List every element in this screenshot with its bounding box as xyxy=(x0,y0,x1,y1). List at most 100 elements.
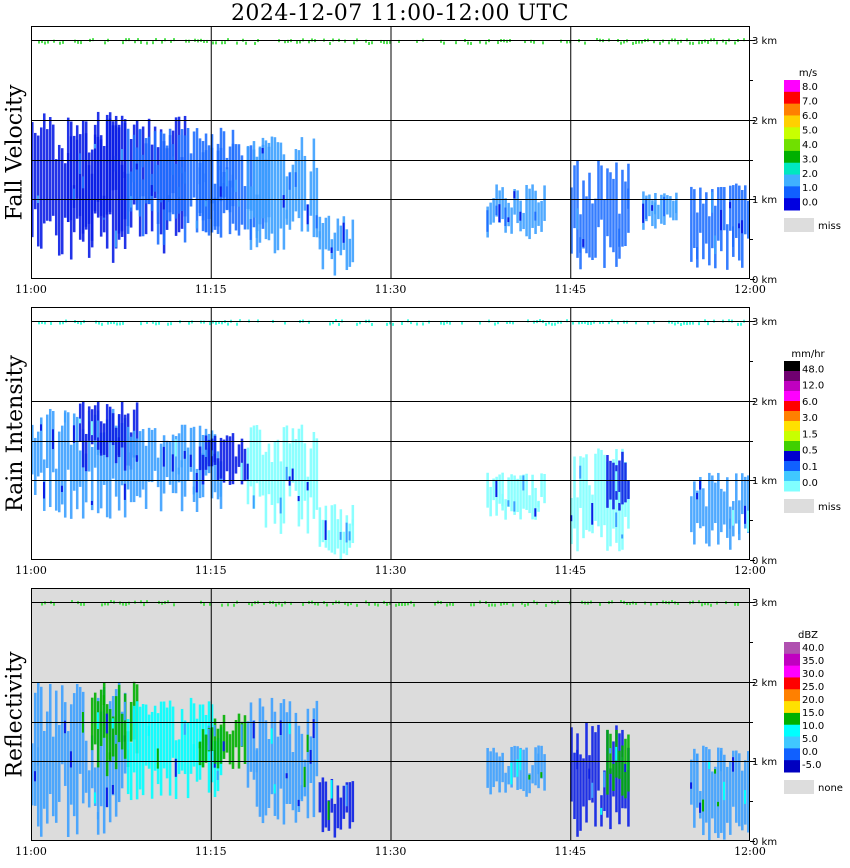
echo-pixel xyxy=(201,454,205,485)
echo-pixel xyxy=(531,765,534,784)
echo-pixel xyxy=(288,172,291,190)
echo-pixel xyxy=(693,481,696,545)
echo-pixel xyxy=(96,136,100,218)
echo-pixel xyxy=(63,410,67,518)
echo-pixel xyxy=(297,428,301,527)
echo-pixel xyxy=(576,497,579,552)
echo-pixel xyxy=(291,428,295,483)
echo-pixel xyxy=(282,195,285,208)
echo-pixel xyxy=(594,453,597,521)
echo-pixel xyxy=(177,134,181,214)
echo-pixel xyxy=(504,772,507,793)
echo-pixel xyxy=(531,474,534,520)
speckle xyxy=(485,41,487,45)
echo-pixel xyxy=(33,132,37,210)
echo-pixel xyxy=(156,748,159,769)
echo-pixel xyxy=(690,759,693,805)
echo-pixel xyxy=(285,466,288,481)
echo-pixel xyxy=(273,784,276,794)
speckle xyxy=(698,322,700,326)
colorbar-swatch xyxy=(784,748,800,761)
echo-pixel xyxy=(651,205,654,211)
speckle xyxy=(398,602,400,606)
speckle xyxy=(500,602,502,606)
plot-area: 3 km 2 km 1 km 0 km 11:00 11:15 11:30 11:45 12:0… xyxy=(15,588,777,858)
echo-cell xyxy=(690,745,750,841)
echo-pixel xyxy=(579,456,582,508)
speckle xyxy=(77,40,79,44)
echo-pixel xyxy=(54,159,58,236)
colorbar-label: 0.1 xyxy=(802,462,818,473)
echo-pixel xyxy=(63,720,66,734)
speckle xyxy=(584,601,586,605)
echo-pixel xyxy=(732,750,735,807)
speckle xyxy=(404,602,406,606)
echo-pixel xyxy=(300,424,304,520)
echo-pixel xyxy=(252,425,256,509)
colorbar-miss-label: miss xyxy=(818,221,841,232)
speckle xyxy=(329,322,331,326)
speckle xyxy=(185,39,187,43)
echo-pixel xyxy=(111,784,114,795)
echo-pixel xyxy=(207,145,211,219)
echo-pixel xyxy=(708,749,711,841)
speckle xyxy=(41,320,43,324)
echo-pixel xyxy=(303,443,307,501)
plot-area: 3 km 2 km 1 km 0 km 11:00 11:15 11:30 11:45 12:0… xyxy=(15,26,777,296)
echo-pixel xyxy=(159,131,163,203)
speckle xyxy=(677,41,679,45)
echo-pixel xyxy=(537,202,540,226)
speckle xyxy=(317,602,319,606)
plot-frame xyxy=(31,307,750,560)
echo-pixel xyxy=(129,436,133,503)
speckle xyxy=(143,603,145,607)
echo-pixel xyxy=(114,125,118,249)
echo-pixel xyxy=(213,183,217,230)
echo-pixel xyxy=(75,683,79,835)
echo-pixel xyxy=(273,711,277,816)
speckle xyxy=(671,600,673,604)
speckle xyxy=(107,321,109,325)
speckle xyxy=(527,319,529,323)
echo-pixel xyxy=(147,427,151,482)
echo-cell xyxy=(570,160,630,270)
km-label: 0 km xyxy=(752,837,777,848)
speckle xyxy=(689,321,691,325)
echo-pixel xyxy=(264,451,268,528)
speckle xyxy=(533,40,535,44)
speckle xyxy=(41,40,43,44)
echo-pixel xyxy=(300,137,304,232)
echo-pixel xyxy=(195,128,199,233)
echo-pixel xyxy=(168,441,172,485)
echo-pixel xyxy=(240,155,244,225)
echo-pixel xyxy=(348,531,351,541)
echo-pixel xyxy=(285,773,288,779)
speckle xyxy=(302,602,304,606)
echo-pixel xyxy=(90,500,93,505)
echo-pixel xyxy=(171,706,175,758)
echo-pixel xyxy=(723,491,726,525)
echo-pixel xyxy=(183,135,187,243)
plot-area: 3 km 2 km 1 km 0 km 11:00 11:15 11:30 11:45 12:0… xyxy=(15,307,777,577)
echo-pixel xyxy=(489,751,492,795)
echo-pixel xyxy=(693,748,696,828)
speckle xyxy=(308,320,310,324)
echo-pixel xyxy=(519,211,522,221)
echo-pixel xyxy=(285,712,289,804)
echo-pixel xyxy=(315,700,319,777)
echo-pixel xyxy=(582,180,585,249)
echo-pixel xyxy=(696,490,699,524)
speckle xyxy=(446,603,448,607)
echo-pixel xyxy=(174,439,177,457)
echo-pixel xyxy=(576,208,579,230)
colorbar-label: 0.0 xyxy=(802,747,818,758)
echo-pixel xyxy=(741,220,744,234)
echo-pixel xyxy=(246,145,250,230)
echo-pixel xyxy=(192,131,196,198)
speckle xyxy=(521,601,523,605)
speckle xyxy=(227,322,229,326)
speckle xyxy=(446,320,448,324)
speckle xyxy=(254,41,256,45)
echo-pixel xyxy=(711,475,714,531)
speckle xyxy=(467,41,469,45)
